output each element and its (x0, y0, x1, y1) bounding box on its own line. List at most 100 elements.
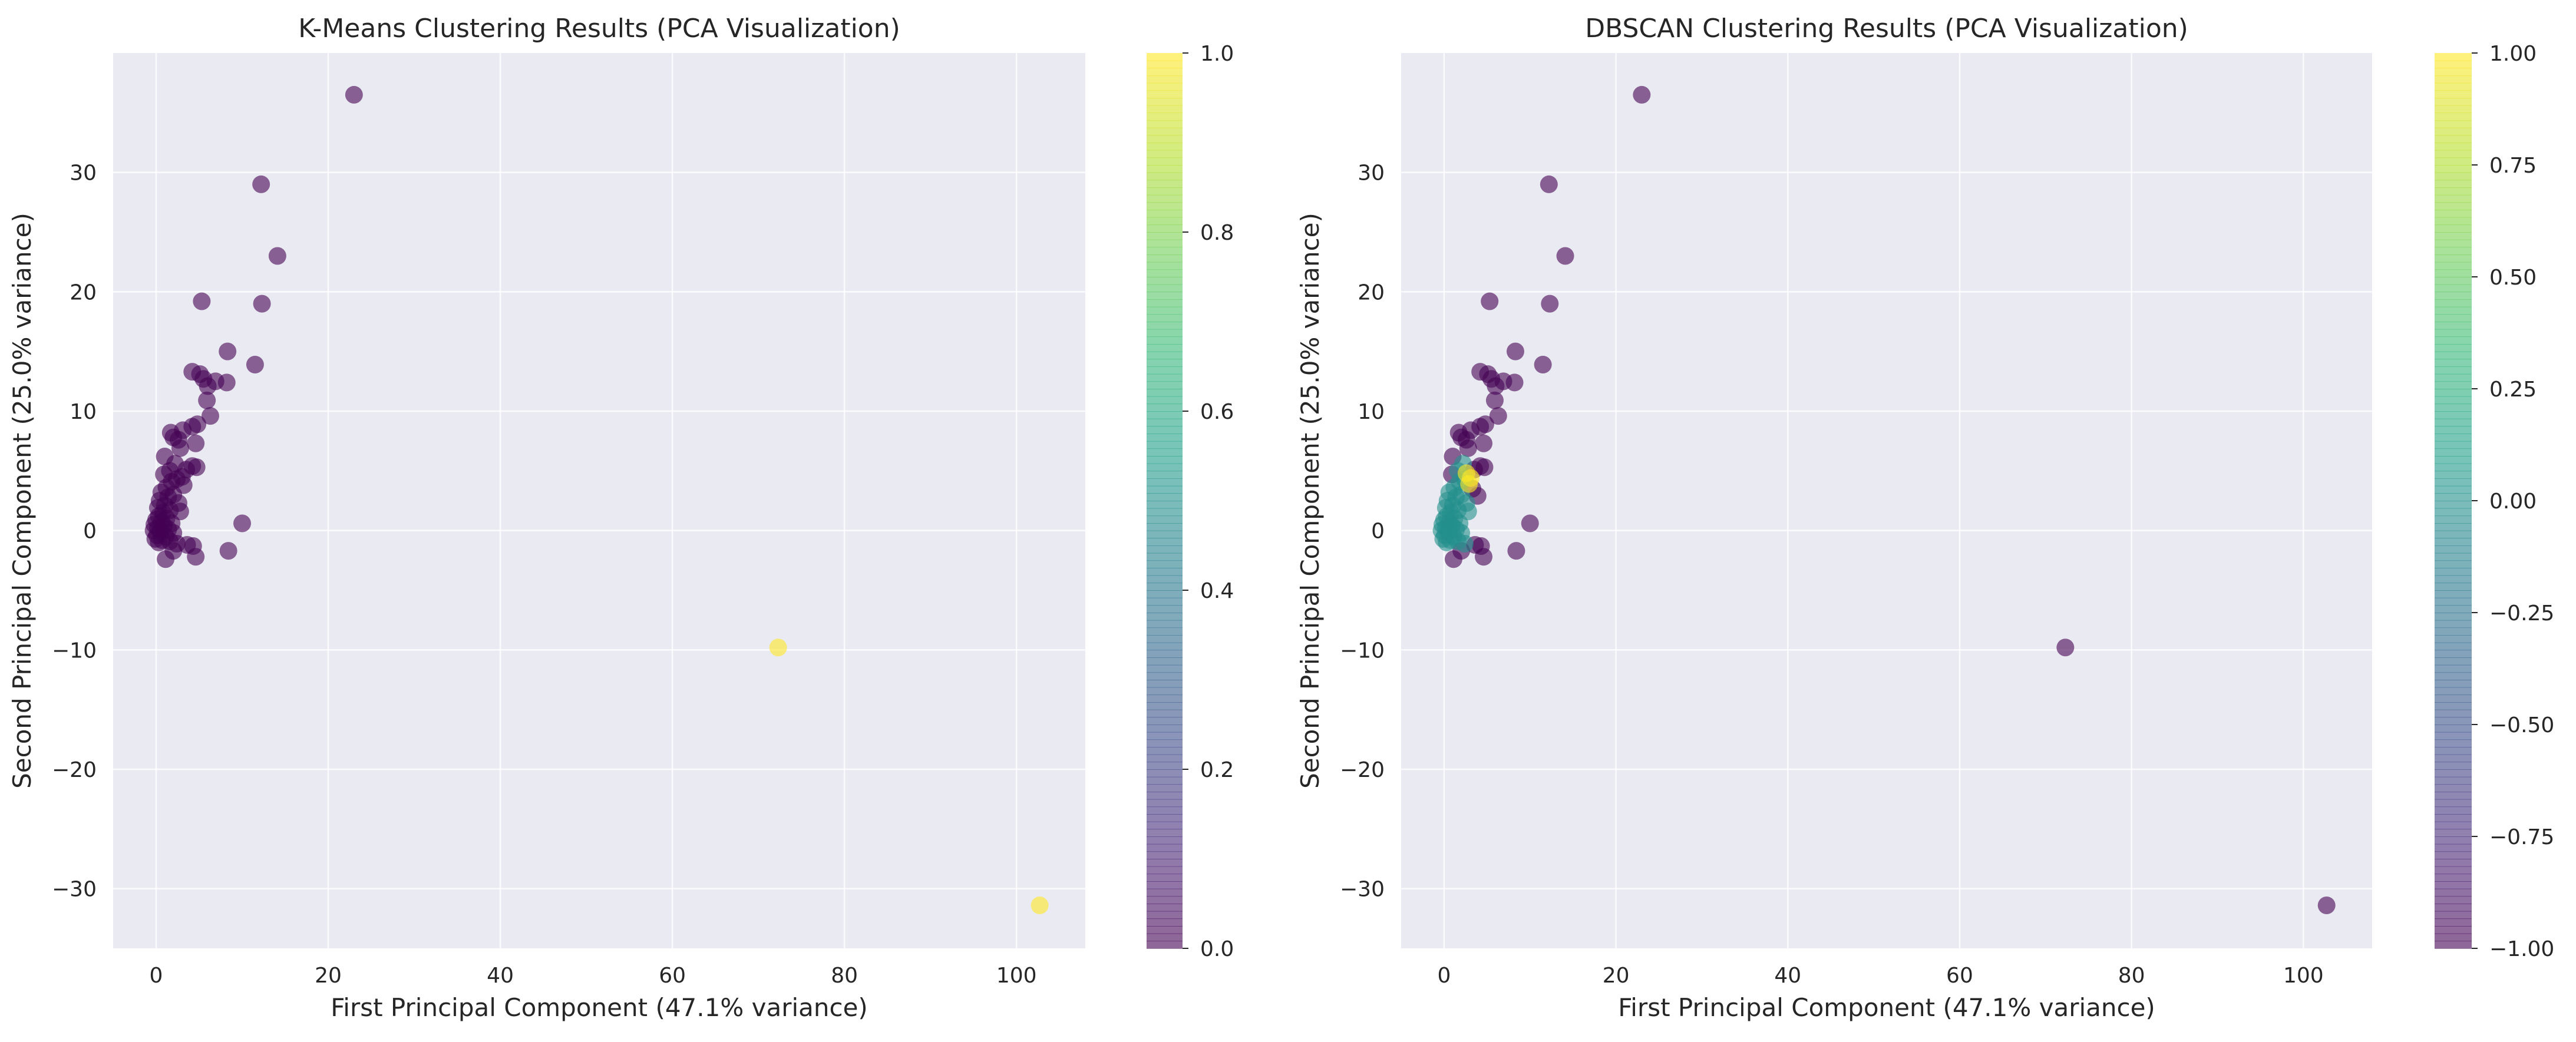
data-point (157, 550, 175, 568)
colorbar-segment (2435, 172, 2472, 181)
y-axis-label: Second Principal Component (25.0% varian… (8, 213, 37, 789)
colorbar-segment (2435, 918, 2472, 927)
colorbar-segment (2435, 508, 2472, 517)
y-axis-label: Second Principal Component (25.0% varian… (1296, 213, 1325, 789)
colorbar-tick-label: −0.25 (2489, 601, 2554, 626)
plot-area (1401, 53, 2372, 948)
colorbar-segment (2435, 784, 2472, 792)
colorbar-segment (1147, 269, 1183, 277)
colorbar-segment (1147, 68, 1183, 76)
colorbar-segment (1147, 829, 1183, 837)
colorbar-segment (2435, 545, 2472, 554)
colorbar-segment (1147, 217, 1183, 226)
data-point (1633, 85, 1651, 104)
colorbar-segment (2435, 776, 2472, 785)
colorbar-segment (1147, 403, 1183, 412)
y-tick-label: 10 (70, 400, 97, 424)
colorbar-segment (1147, 120, 1183, 128)
colorbar-segment (1147, 105, 1183, 114)
colorbar-segment (2435, 568, 2472, 576)
colorbar-segment (2435, 717, 2472, 725)
colorbar-segment (2435, 859, 2472, 867)
colorbar-segment (2435, 284, 2472, 293)
colorbar-segment (2435, 322, 2472, 330)
colorbar-segment (1147, 411, 1183, 419)
data-point (2056, 639, 2075, 657)
data-point (1475, 548, 1493, 566)
colorbar-segment (1147, 143, 1183, 151)
scatter-points (1432, 85, 2336, 915)
data-point (233, 514, 252, 532)
data-point (198, 391, 216, 409)
colorbar-segment (2435, 821, 2472, 830)
data-point (219, 542, 237, 560)
colorbar-segment (1147, 329, 1183, 338)
x-tick-label: 40 (1774, 964, 1801, 988)
x-tick-label: 20 (315, 964, 342, 988)
dbscan-panel: 0 20 40 60 80 100 −30 −20 −10 0 10 20 30 DBSCAN Clust… (1296, 14, 2554, 1022)
colorbar-segment (2435, 538, 2472, 546)
colorbar-segment (2435, 933, 2472, 942)
colorbar-segment (1147, 292, 1183, 300)
colorbar-segment (2435, 105, 2472, 114)
y-tick-label: −30 (52, 878, 97, 902)
colorbar-tick-label: 0.25 (2489, 378, 2537, 402)
y-tick-label: −10 (52, 639, 97, 663)
data-point (2317, 897, 2336, 915)
colorbar-segment (2435, 389, 2472, 397)
colorbar-segment (2435, 687, 2472, 696)
colorbar-segment (2435, 396, 2472, 405)
y-tick-label: −30 (1340, 878, 1385, 902)
data-point (246, 355, 264, 373)
colorbar-tick-label: 0.75 (2489, 154, 2537, 178)
colorbar-segment (1147, 381, 1183, 389)
colorbar-segment (1147, 821, 1183, 830)
colorbar-segment (1147, 224, 1183, 233)
colorbar-segment (2435, 485, 2472, 494)
colorbar-segment (1147, 351, 1183, 360)
colorbar-segment (1147, 814, 1183, 822)
y-tick-label: −10 (1340, 639, 1385, 663)
colorbar-segment (1147, 664, 1183, 673)
y-tick-label: 30 (1358, 161, 1385, 186)
colorbar-segment (1147, 306, 1183, 315)
colorbar-segment (1147, 60, 1183, 69)
data-point (253, 295, 271, 313)
colorbar: 0.0 0.2 0.4 0.6 0.8 1.0 (1147, 42, 1234, 961)
colorbar-segment (1147, 836, 1183, 845)
data-point (1534, 355, 1552, 373)
colorbar-segment (2435, 530, 2472, 539)
colorbar-segment (2435, 269, 2472, 277)
colorbar-segment (1147, 560, 1183, 568)
data-point (268, 247, 286, 265)
colorbar-tick-label: 0.50 (2489, 266, 2537, 290)
colorbar-tick-label: 0.8 (1200, 221, 1234, 245)
colorbar-segment (2435, 888, 2472, 897)
colorbar-segment (2435, 829, 2472, 837)
colorbar-segment (2435, 463, 2472, 472)
colorbar-segment (2435, 881, 2472, 889)
colorbar-segment (2435, 329, 2472, 338)
colorbar-segment (1147, 687, 1183, 696)
x-tick-label: 80 (2118, 964, 2145, 988)
colorbar-segment (1147, 605, 1183, 613)
colorbar-segment (1147, 277, 1183, 285)
colorbar-segment (2435, 426, 2472, 434)
colorbar-segment (2435, 418, 2472, 427)
colorbar-segment (1147, 202, 1183, 210)
colorbar-segment (1147, 747, 1183, 755)
data-point (345, 85, 363, 104)
colorbar-segment (2435, 605, 2472, 613)
colorbar-segment (1147, 515, 1183, 524)
colorbar-tick-label: −1.00 (2489, 937, 2554, 961)
y-tick-label: 20 (1358, 280, 1385, 305)
colorbar-segment (2435, 120, 2472, 128)
colorbar-segment (1147, 194, 1183, 203)
colorbar-segment (1147, 851, 1183, 859)
colorbar-segment (2435, 194, 2472, 203)
colorbar-segment (1147, 904, 1183, 912)
x-tick-label: 0 (150, 964, 163, 988)
colorbar-segment (2435, 575, 2472, 584)
colorbar-segment (1147, 538, 1183, 546)
data-point (1438, 533, 1456, 551)
